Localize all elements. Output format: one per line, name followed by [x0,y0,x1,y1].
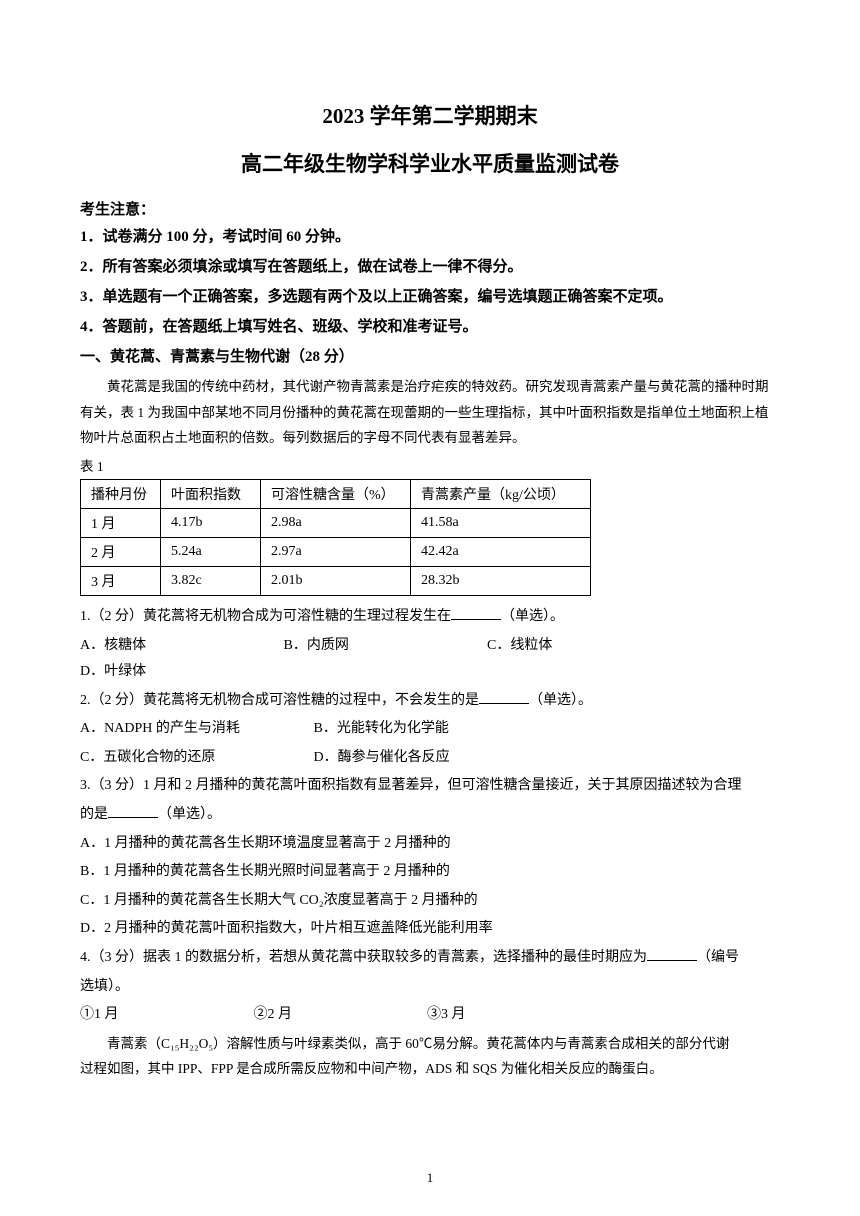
blank [479,690,529,704]
footer-paragraph-line2: 过程如图，其中 IPP、FPP 是合成所需反应物和中间产物，ADS 和 SQS … [80,1056,780,1082]
q3-opt-d: D．2 月播种的黄花蒿叶面积指数大，叶片相互遮盖降低光能利用率 [80,916,780,943]
th-leaf-index: 叶面积指数 [161,479,261,508]
cell: 3.82c [161,566,261,595]
th-yield: 青蒿素产量（kg/公顷） [411,479,591,508]
th-month: 播种月份 [81,479,161,508]
q1-post: （单选）。 [501,609,564,624]
q2-opt-d: D．酶参与催化各反应 [314,745,650,772]
page-number: 1 [427,1170,434,1186]
q2-opt-c: C．五碳化合物的还原 [80,745,310,772]
cell: 41.58a [411,508,591,537]
cell: 28.32b [411,566,591,595]
cell: 2.97a [261,537,411,566]
question-4-stem-line1: 4.（3 分）据表 1 的数据分析，若想从黄花蒿中获取较多的青蒿素，选择播种的最… [80,945,780,972]
blank [451,606,501,620]
q2-pre: 2.（2 分）黄花蒿将无机物合成可溶性糖的过程中，不会发生的是 [80,693,479,708]
question-3-stem-line1: 3.（3 分）1 月和 2 月播种的黄花蒿叶面积指数有显著差异，但可溶性糖含量接… [80,773,780,800]
q4-l1-post: （编号 [697,950,739,965]
exam-title-line1: 2023 学年第二学期期末 [80,100,780,130]
table-header-row: 播种月份 叶面积指数 可溶性糖含量（%） 青蒿素产量（kg/公顷） [81,479,591,508]
data-table: 播种月份 叶面积指数 可溶性糖含量（%） 青蒿素产量（kg/公顷） 1 月 4.… [80,479,591,596]
question-2-options-row1: A．NADPH 的产生与消耗 B．光能转化为化学能 [80,716,780,743]
table-label: 表 1 [80,455,780,475]
section-1-header: 一、黄花蒿、青蒿素与生物代谢（28 分） [80,345,780,366]
table-row: 2 月 5.24a 2.97a 42.42a [81,537,591,566]
footer-paragraph-line1: 青蒿素（C₁₅H₂₂O₅）溶解性质与叶绿素类似，高于 60℃易分解。黄花蒿体内与… [80,1031,780,1057]
question-4-options: ①1 月 ②2 月 ③3 月 [80,1002,780,1029]
q1-opt-b: B．内质网 [284,633,434,660]
q1-opt-a: A．核糖体 [80,633,230,660]
q4-opt-2: ②2 月 [254,1002,374,1029]
cell: 2 月 [81,537,161,566]
q4-opt-3: ③3 月 [427,1002,547,1029]
th-sugar: 可溶性糖含量（%） [261,479,411,508]
q1-opt-c: C．线粒体 [487,633,637,660]
q1-pre: 1.（2 分）黄花蒿将无机物合成为可溶性糖的生理过程发生在 [80,609,451,624]
question-1-stem: 1.（2 分）黄花蒿将无机物合成为可溶性糖的生理过程发生在 （单选）。 [80,604,780,631]
notice-header: 考生注意： [80,198,780,219]
question-2-options-row2: C．五碳化合物的还原 D．酶参与催化各反应 [80,745,780,772]
blank [108,804,158,818]
q3-l2-pre: 的是 [80,807,108,822]
q4-l1-pre: 4.（3 分）据表 1 的数据分析，若想从黄花蒿中获取较多的青蒿素，选择播种的最… [80,950,647,965]
cell: 5.24a [161,537,261,566]
q1-opt-d: D．叶绿体 [80,659,180,686]
section-intro: 黄花蒿是我国的传统中药材，其代谢产物青蒿素是治疗疟疾的特效药。研究发现青蒿素产量… [80,374,780,451]
table-row: 3 月 3.82c 2.01b 28.32b [81,566,591,595]
cell: 3 月 [81,566,161,595]
q2-post: （单选）。 [529,693,592,708]
cell: 1 月 [81,508,161,537]
cell: 2.98a [261,508,411,537]
q3-opt-a: A．1 月播种的黄花蒿各生长期环境温度显著高于 2 月播种的 [80,831,780,858]
exam-title-line2: 高二年级生物学科学业水平质量监测试卷 [80,148,780,178]
question-1-options: A．核糖体 B．内质网 C．线粒体 D．叶绿体 [80,633,780,686]
question-3-stem-line2: 的是 （单选）。 [80,802,780,829]
notice-2: 2．所有答案必须填涂或填写在答题纸上，做在试卷上一律不得分。 [80,255,780,279]
q3-l2-post: （单选）。 [158,807,221,822]
question-2-stem: 2.（2 分）黄花蒿将无机物合成可溶性糖的过程中，不会发生的是 （单选）。 [80,688,780,715]
notice-3: 3．单选题有一个正确答案，多选题有两个及以上正确答案，编号选填题正确答案不定项。 [80,285,780,309]
notice-4: 4．答题前，在答题纸上填写姓名、班级、学校和准考证号。 [80,315,780,339]
cell: 4.17b [161,508,261,537]
q2-opt-b: B．光能转化为化学能 [314,716,650,743]
cell: 2.01b [261,566,411,595]
question-4-stem-line2: 选填）。 [80,974,780,1001]
notice-1: 1．试卷满分 100 分，考试时间 60 分钟。 [80,225,780,249]
blank [647,947,697,961]
q4-opt-1: ①1 月 [80,1002,200,1029]
table-row: 1 月 4.17b 2.98a 41.58a [81,508,591,537]
q3-opt-b: B．1 月播种的黄花蒿各生长期光照时间显著高于 2 月播种的 [80,859,780,886]
q2-opt-a: A．NADPH 的产生与消耗 [80,716,310,743]
q3-opt-c: C．1 月播种的黄花蒿各生长期大气 CO₂浓度显著高于 2 月播种的 [80,888,780,915]
cell: 42.42a [411,537,591,566]
